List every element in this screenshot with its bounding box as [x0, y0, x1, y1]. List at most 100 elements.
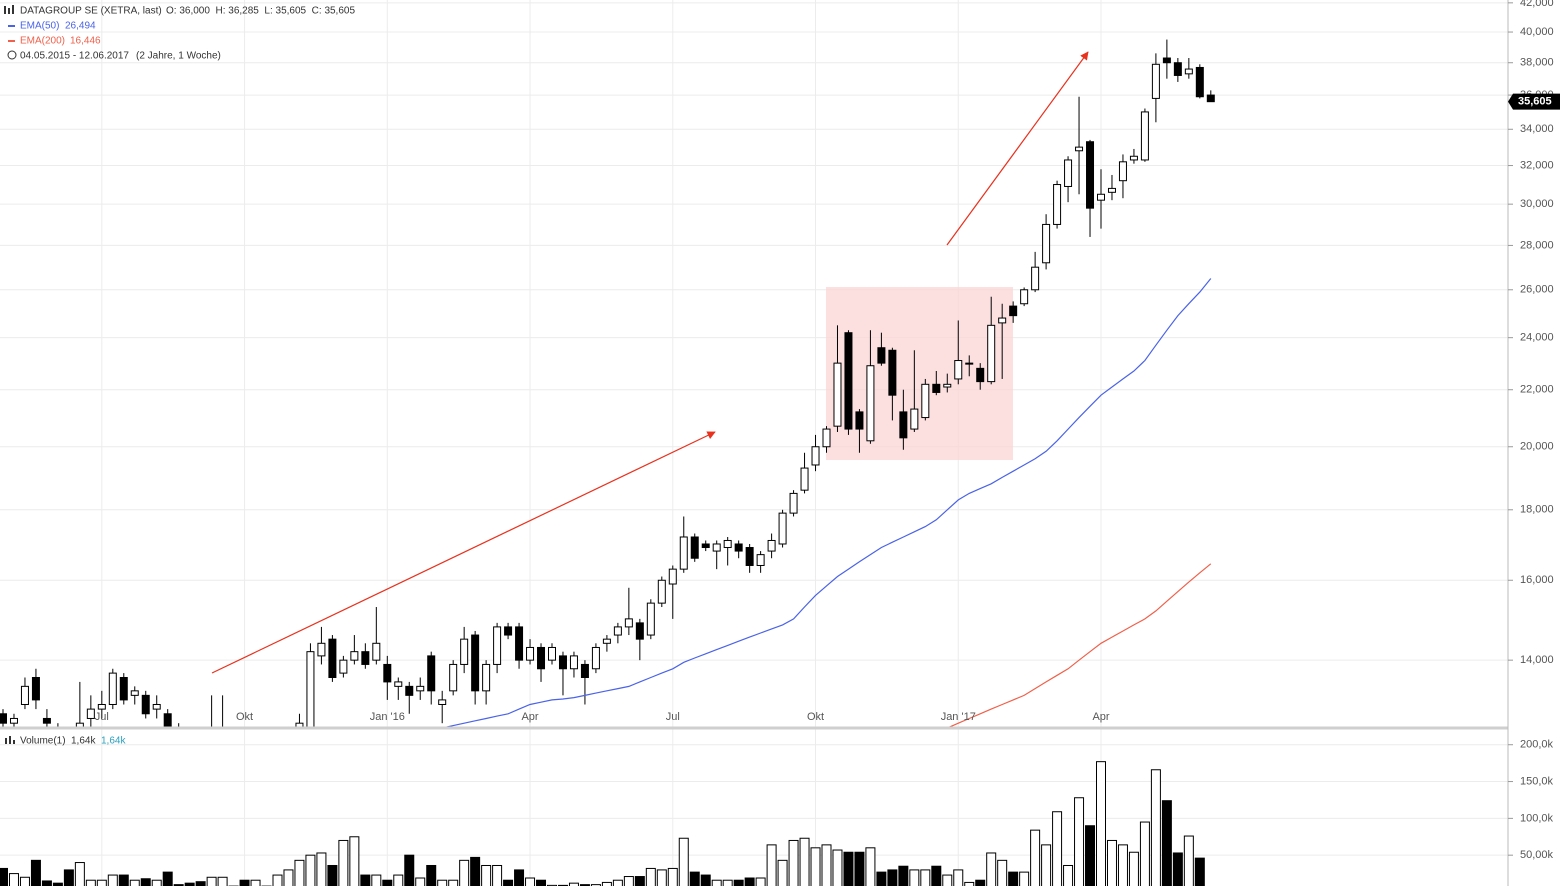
volume-bar	[459, 859, 470, 886]
candle-body	[152, 703, 161, 710]
candle-body	[526, 646, 535, 661]
volume-bar	[931, 865, 942, 886]
ema-line	[443, 278, 1212, 727]
candle-body	[438, 699, 447, 705]
y-tick-label: 42,000	[1520, 0, 1554, 9]
volume-bar	[63, 869, 74, 886]
candle-body	[756, 554, 765, 566]
candle-body	[789, 492, 798, 514]
candle-body	[877, 347, 886, 364]
period: 04.05.2015 - 12.06.2017	[20, 51, 129, 62]
volume-bar	[195, 881, 206, 886]
volume-bar	[1085, 825, 1096, 886]
volume-bar	[579, 884, 590, 886]
icon	[8, 8, 10, 14]
candle-body	[383, 663, 392, 683]
y-tick-label: 20,000	[1520, 441, 1554, 453]
candle-body	[613, 626, 622, 636]
candle-body	[943, 383, 952, 388]
volume-bar	[744, 877, 755, 886]
trend-arrow	[211, 431, 716, 674]
volume-bar	[1139, 821, 1150, 886]
candle-body	[976, 367, 985, 383]
volume-bar	[700, 874, 711, 886]
volume-bar	[437, 879, 448, 886]
candle-body	[20, 685, 29, 705]
x-tick-label: Apr	[1092, 711, 1109, 723]
volume-bar	[514, 869, 525, 886]
candle-body	[690, 536, 699, 559]
candle-body	[372, 642, 381, 661]
candle-body	[97, 703, 106, 710]
volume-bar	[986, 852, 997, 886]
candle-body	[1042, 223, 1051, 264]
candle-body	[745, 547, 754, 566]
candle-body	[504, 626, 513, 636]
volume-value: 1,64k	[71, 736, 96, 747]
candle-body	[800, 467, 809, 491]
candle-body	[833, 362, 842, 427]
candle-body	[624, 618, 633, 628]
volume-bar	[898, 865, 909, 886]
volume-bar	[1117, 844, 1128, 886]
y-tick-label: 24,000	[1520, 332, 1554, 344]
candle-body	[679, 536, 688, 570]
volume-bar	[612, 879, 623, 886]
volume-bar	[920, 869, 931, 886]
candle-body	[208, 757, 215, 762]
volume-bar	[1030, 829, 1041, 886]
candle-body	[339, 659, 348, 674]
candle-body	[1053, 184, 1062, 225]
volume-bar	[162, 871, 173, 886]
axes: 14,000 16,000 18,000 20,000 22,000 24,000 26,0…	[95, 0, 1560, 861]
candle-body	[1151, 63, 1160, 99]
candle-body	[108, 672, 117, 705]
y-tick-label: 34,000	[1520, 123, 1554, 135]
ohlc-readout: O: 36,000 H: 36,285 L: 35,605 C: 35,605	[166, 6, 355, 17]
icon	[5, 738, 7, 744]
volume-bar	[393, 874, 404, 886]
candle-body	[230, 752, 237, 757]
candle-body	[449, 663, 458, 692]
volume-bar	[623, 876, 634, 886]
volume-bar	[492, 864, 503, 886]
candle-body	[1206, 94, 1215, 103]
icon	[4, 6, 6, 14]
candle-body	[591, 646, 600, 670]
y-tick-label: 38,000	[1520, 57, 1554, 69]
volume-bar	[876, 871, 887, 886]
volume-bar	[942, 874, 953, 886]
volume-bar	[74, 862, 85, 886]
legend-value: 16,446	[70, 36, 101, 47]
volume-bar	[843, 851, 854, 886]
volume-bar	[1172, 852, 1183, 886]
price-badge	[1508, 93, 1560, 110]
volume-bar	[107, 874, 118, 886]
icon	[13, 740, 15, 744]
volume-bar	[689, 871, 700, 886]
candle-body	[987, 324, 996, 383]
candle-body	[1031, 266, 1040, 291]
candle-body	[350, 651, 359, 661]
candle-body	[285, 742, 292, 752]
candle-body	[86, 708, 95, 719]
volume-bar	[140, 878, 151, 886]
x-tick-label: Apr	[521, 711, 538, 723]
candle-body	[394, 681, 403, 687]
candle-body	[197, 752, 204, 762]
candle-body	[855, 411, 864, 430]
candle-body	[921, 383, 930, 419]
y-tick-label: 14,000	[1520, 654, 1554, 666]
volume-bar	[8, 873, 19, 886]
volume-bar	[448, 879, 459, 886]
clock-icon	[7, 50, 17, 60]
candle-body	[899, 411, 908, 439]
candle-body	[416, 685, 425, 692]
highlight-box	[826, 287, 1013, 460]
volume-bar	[382, 879, 393, 886]
volume-bar	[1052, 811, 1063, 886]
legend-value: 26,494	[65, 21, 96, 32]
volume-bar	[645, 867, 656, 886]
candle-body	[75, 722, 84, 727]
